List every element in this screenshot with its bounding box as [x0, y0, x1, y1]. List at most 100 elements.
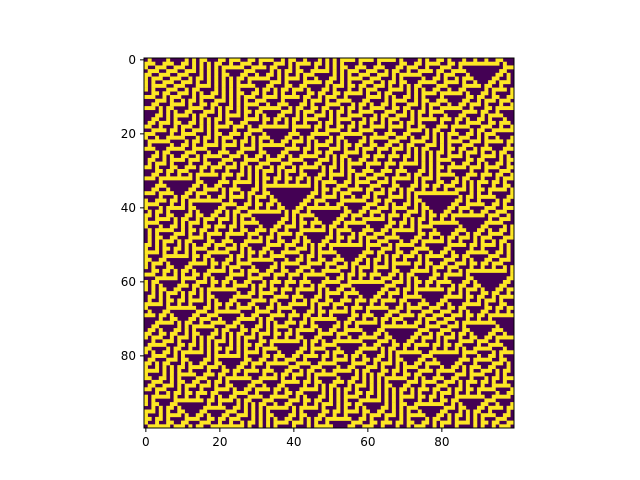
heatmap-cell — [221, 146, 226, 151]
heatmap-cell — [177, 379, 185, 384]
heatmap-cell — [414, 154, 419, 159]
heatmap-cell — [166, 416, 171, 421]
heatmap-cell — [458, 113, 467, 118]
heatmap-cell — [469, 243, 478, 247]
heatmap-cell — [188, 228, 197, 233]
heatmap-cell — [417, 228, 422, 233]
heatmap-cell — [295, 246, 308, 251]
heatmap-cell — [214, 224, 226, 229]
heatmap-cell — [325, 65, 330, 70]
heatmap-cell — [343, 354, 348, 358]
heatmap-cell — [425, 280, 433, 284]
heatmap-cell — [417, 313, 426, 318]
heatmap-cell — [488, 213, 500, 218]
heatmap-cell — [284, 246, 289, 251]
heatmap-cell — [499, 243, 504, 247]
heatmap-cell — [384, 91, 393, 96]
heatmap-cell — [214, 124, 230, 129]
heatmap-cell — [166, 305, 197, 310]
y-tick-label: 60 — [121, 275, 136, 289]
heatmap-cell — [147, 209, 152, 214]
heatmap-cell — [184, 383, 197, 388]
heatmap-cell — [451, 69, 467, 74]
heatmap-cell — [299, 202, 308, 207]
heatmap-cell — [440, 391, 452, 395]
heatmap-cell — [199, 317, 211, 321]
heatmap-cell — [144, 350, 148, 355]
heatmap-cell — [299, 169, 304, 173]
heatmap-cell — [280, 139, 289, 144]
heatmap-cell — [421, 243, 426, 247]
heatmap-cell — [343, 413, 348, 418]
heatmap-cell — [247, 394, 263, 399]
heatmap-cell — [303, 150, 308, 155]
heatmap-cell — [462, 328, 470, 333]
heatmap-cell — [221, 413, 230, 418]
heatmap-cell — [358, 102, 367, 107]
heatmap-cell — [510, 135, 515, 140]
heatmap-cell — [277, 239, 285, 244]
heatmap-cell — [488, 80, 496, 85]
heatmap-cell — [306, 176, 311, 181]
heatmap-cell — [269, 265, 278, 270]
heatmap-cell — [225, 276, 234, 281]
heatmap-cell — [336, 254, 341, 259]
heatmap-cell — [243, 350, 259, 355]
heatmap-cell — [221, 368, 230, 373]
heatmap-cell — [443, 257, 456, 262]
heatmap-cell — [477, 132, 481, 136]
heatmap-cell — [465, 268, 507, 273]
heatmap-cell — [158, 106, 163, 111]
heatmap-cell — [147, 231, 152, 236]
heatmap-cell — [343, 294, 348, 299]
heatmap-cell — [232, 161, 237, 166]
heatmap-cell — [144, 265, 148, 270]
heatmap-cell — [495, 161, 504, 166]
heatmap-cell — [380, 187, 385, 192]
heatmap-cell — [403, 95, 411, 99]
heatmap-cell — [273, 391, 278, 395]
heatmap-cell — [477, 128, 485, 133]
heatmap-cell — [506, 76, 511, 81]
heatmap-cell — [184, 320, 193, 325]
heatmap-cell — [277, 383, 285, 388]
heatmap-cell — [465, 198, 470, 203]
heatmap-cell — [247, 194, 252, 199]
heatmap-cell — [192, 283, 200, 288]
heatmap-cell — [388, 217, 393, 222]
heatmap-cell — [477, 405, 485, 410]
heatmap-cell — [399, 391, 404, 395]
heatmap-cell — [199, 165, 208, 170]
heatmap-cell — [432, 228, 437, 233]
heatmap-cell — [158, 413, 163, 418]
heatmap-cell — [329, 394, 333, 399]
heatmap-cell — [432, 135, 437, 140]
heatmap-cell — [403, 287, 411, 292]
heatmap-cell — [384, 261, 389, 266]
heatmap-cell — [214, 128, 219, 133]
heatmap-cell — [380, 120, 385, 125]
heatmap-cell — [210, 394, 215, 399]
heatmap-cell — [288, 132, 300, 136]
heatmap-cell — [306, 261, 322, 266]
heatmap-cell — [247, 176, 252, 181]
heatmap-cell — [181, 128, 185, 133]
heatmap-cell — [321, 280, 341, 284]
heatmap-cell — [214, 117, 222, 122]
heatmap-cell — [144, 165, 152, 170]
heatmap-cell — [502, 235, 515, 240]
heatmap-cell — [399, 161, 419, 166]
heatmap-cell — [403, 109, 407, 114]
heatmap-cell — [218, 194, 226, 199]
heatmap-cell — [454, 261, 467, 266]
heatmap-cell — [343, 405, 348, 410]
heatmap-cell — [280, 95, 300, 99]
heatmap-cell — [188, 120, 197, 125]
heatmap-cell — [173, 394, 178, 399]
heatmap-cell — [332, 368, 352, 373]
heatmap-cell — [188, 346, 193, 351]
heatmap-cell — [214, 72, 219, 77]
heatmap-cell — [391, 176, 411, 181]
heatmap-cell — [158, 298, 163, 303]
heatmap-cell — [155, 243, 160, 247]
